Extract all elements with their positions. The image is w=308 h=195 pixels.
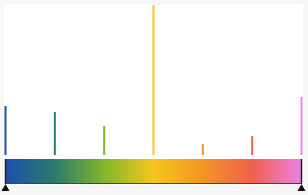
- tick-marker: [298, 184, 306, 191]
- x-axis: [6, 183, 302, 184]
- stem: [202, 144, 204, 155]
- plot-background: [4, 4, 303, 185]
- tick-marker: [2, 184, 10, 191]
- stem: [54, 112, 56, 155]
- stem: [5, 106, 7, 155]
- stem: [301, 97, 303, 155]
- chart: [0, 0, 308, 195]
- tick-line: [5, 159, 7, 184]
- color-bar: [6, 159, 302, 183]
- tick-line: [301, 159, 303, 184]
- stem: [103, 126, 105, 155]
- stem: [153, 5, 155, 155]
- stem: [251, 136, 253, 155]
